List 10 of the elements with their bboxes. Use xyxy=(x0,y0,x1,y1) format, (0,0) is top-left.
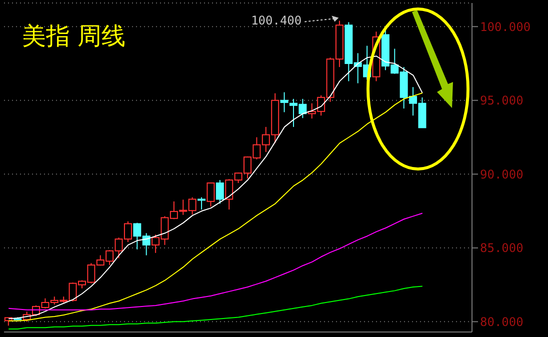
line-series xyxy=(8,286,423,330)
text: 美指 周线 xyxy=(22,21,126,52)
candlestick xyxy=(280,92,288,113)
y-tick-label: 85.000 xyxy=(480,241,524,256)
y-tick-label: 100.000 xyxy=(480,20,531,34)
y-tick-label: 95.000 xyxy=(480,94,524,108)
y-tick-label: 90.000 xyxy=(480,167,524,182)
y-tick-label: 80.000 xyxy=(480,314,524,329)
annotation: 100.400 xyxy=(251,14,302,28)
line-series xyxy=(8,212,423,310)
